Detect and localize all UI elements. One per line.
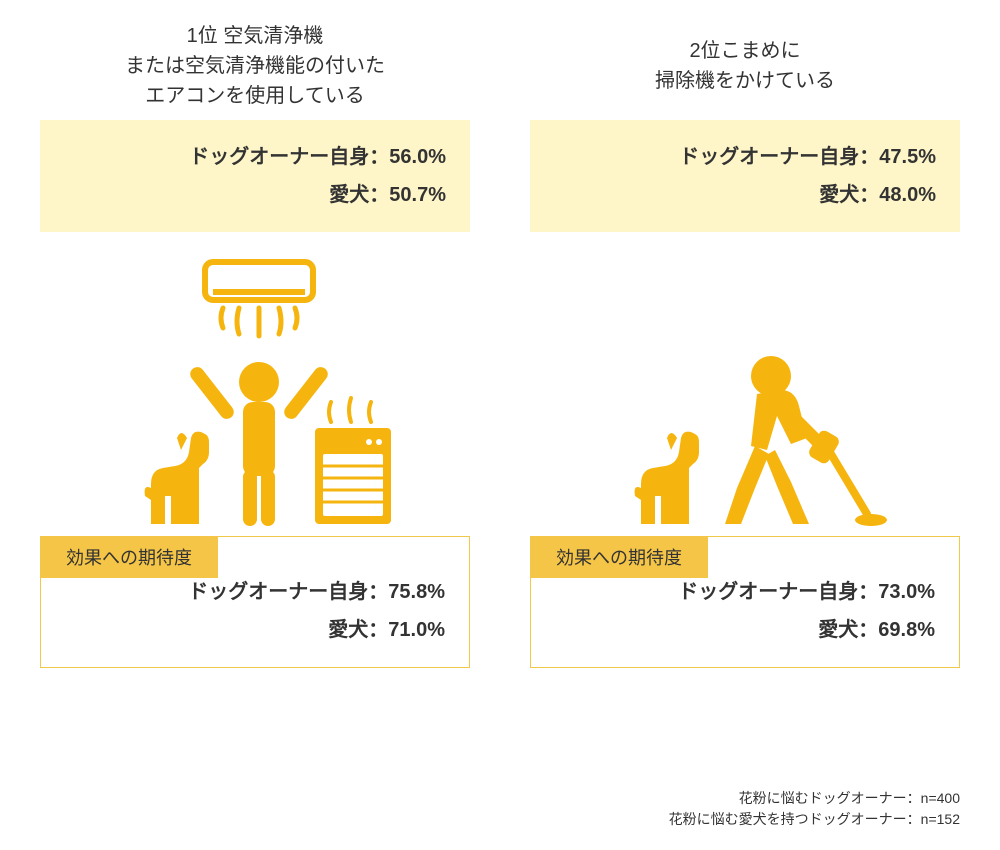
vacuum-scene-icon — [595, 332, 895, 532]
rank-1-column: 1位 空気清浄機 または空気清浄機能の付いた エアコンを使用している ドッグオー… — [40, 20, 470, 668]
rank-2-exp-dog: 愛犬：69.8% — [555, 611, 935, 649]
footnote-line-1: 花粉に悩むドッグオーナー：n=400 — [669, 788, 960, 809]
footnote-line-2: 花粉に悩む愛犬を持つドッグオーナー：n=152 — [669, 809, 960, 830]
stat-value: 48.0% — [879, 184, 936, 206]
rank-1-title: 1位 空気清浄機 または空気清浄機能の付いた エアコンを使用している — [40, 20, 470, 112]
rank-2-owner-stat: ドッグオーナー自身：47.5% — [554, 138, 936, 176]
exp-value: 71.0% — [388, 619, 445, 641]
exp-value: 73.0% — [878, 581, 935, 603]
rank-1-expectation-box: 効果への期待度 ドッグオーナー自身：75.8% 愛犬：71.0% — [40, 536, 470, 668]
expectation-label: 効果への期待度 — [530, 536, 708, 578]
exp-label: ドッグオーナー自身： — [678, 581, 878, 603]
rank-1-dog-stat: 愛犬：50.7% — [64, 176, 446, 214]
stat-label: ドッグオーナー自身： — [679, 146, 879, 168]
stat-label: ドッグオーナー自身： — [189, 146, 389, 168]
rank-2-column: 2位こまめに 掃除機をかけている ドッグオーナー自身：47.5% 愛犬：48.0… — [530, 20, 960, 668]
stat-value: 50.7% — [389, 184, 446, 206]
rank-1-owner-stat: ドッグオーナー自身：56.0% — [64, 138, 446, 176]
stat-value: 56.0% — [389, 146, 446, 168]
rank-1-exp-dog: 愛犬：71.0% — [65, 611, 445, 649]
exp-value: 69.8% — [878, 619, 935, 641]
exp-label: ドッグオーナー自身： — [188, 581, 388, 603]
exp-label: 愛犬： — [818, 619, 878, 641]
stat-value: 47.5% — [879, 146, 936, 168]
rank-1-stats-box: ドッグオーナー自身：56.0% 愛犬：50.7% — [40, 120, 470, 232]
rank-2-expectation-box: 効果への期待度 ドッグオーナー自身：73.0% 愛犬：69.8% — [530, 536, 960, 668]
rank-2-dog-stat: 愛犬：48.0% — [554, 176, 936, 214]
rank-1-illustration — [40, 232, 470, 532]
rank-2-title: 2位こまめに 掃除機をかけている — [530, 20, 960, 112]
stat-label: 愛犬： — [819, 184, 879, 206]
infographic-container: 1位 空気清浄機 または空気清浄機能の付いた エアコンを使用している ドッグオー… — [0, 0, 1000, 668]
rank-1-exp-owner: ドッグオーナー自身：75.8% — [65, 573, 445, 611]
exp-label: 愛犬： — [328, 619, 388, 641]
sample-size-footnote: 花粉に悩むドッグオーナー：n=400 花粉に悩む愛犬を持つドッグオーナー：n=1… — [669, 788, 960, 830]
rank-2-stats-box: ドッグオーナー自身：47.5% 愛犬：48.0% — [530, 120, 960, 232]
rank-2-illustration — [530, 232, 960, 532]
exp-value: 75.8% — [388, 581, 445, 603]
expectation-label: 効果への期待度 — [40, 536, 218, 578]
rank-2-exp-owner: ドッグオーナー自身：73.0% — [555, 573, 935, 611]
stat-label: 愛犬： — [329, 184, 389, 206]
air-purifier-scene-icon — [105, 252, 405, 532]
